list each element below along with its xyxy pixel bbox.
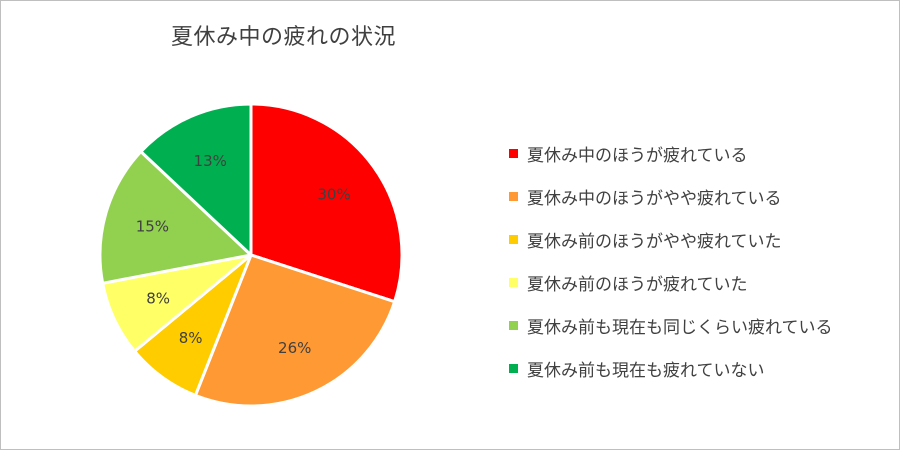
legend-label: 夏休み中のほうがやや疲れている: [527, 189, 782, 209]
legend-item-5: 夏休み前も現在も同じくらい疲れている: [509, 316, 833, 338]
legend-item-1: 夏休み中のほうが疲れている: [509, 144, 833, 166]
legend-item-3: 夏休み前のほうがやや疲れていた: [509, 230, 833, 252]
data-label-2: 26%: [278, 339, 311, 357]
chart-legend: 夏休み中のほうが疲れている夏休み中のほうがやや疲れている 夏休み前のほうがやや疲れ…: [509, 144, 833, 381]
pie-slice-1: [249, 102, 404, 304]
legend-swatch: [509, 321, 518, 330]
pie-slice-2: [193, 253, 397, 408]
legend-label: 夏休み前も現在も疲れていない: [527, 361, 765, 381]
legend-label: 夏休み前のほうがやや疲れていた: [527, 232, 782, 252]
legend-swatch: [509, 192, 518, 201]
chart-title: 夏休み中の疲れの状況: [171, 25, 397, 50]
legend-swatch: [509, 278, 518, 287]
legend-swatch: [509, 235, 518, 244]
data-label-1: 30%: [317, 186, 350, 204]
legend-label: 夏休み前のほうが疲れていた: [527, 275, 748, 295]
pie-data-labels: 30% 26% 8% 8% 15% 13%: [136, 152, 351, 357]
data-label-4: 8%: [146, 290, 170, 308]
legend-item-4: 夏休み前のほうが疲れていた: [509, 273, 833, 295]
pie-slice-5: [98, 150, 253, 285]
pie-slice-6: [139, 102, 253, 257]
legend-swatch: [509, 149, 518, 158]
data-label-3: 8%: [179, 329, 203, 347]
data-label-6: 13%: [194, 152, 227, 170]
legend-swatch: [509, 364, 518, 373]
legend-item-2: 夏休み中のほうがやや疲れている: [509, 187, 833, 209]
legend-label: 夏休み中のほうが疲れている: [527, 146, 748, 166]
legend-item-6: 夏休み前も現在も疲れていない: [509, 359, 833, 381]
data-label-5: 15%: [136, 217, 169, 235]
legend-label: 夏休み前も現在も同じくらい疲れている: [527, 318, 833, 338]
pie-slices: [98, 102, 404, 408]
